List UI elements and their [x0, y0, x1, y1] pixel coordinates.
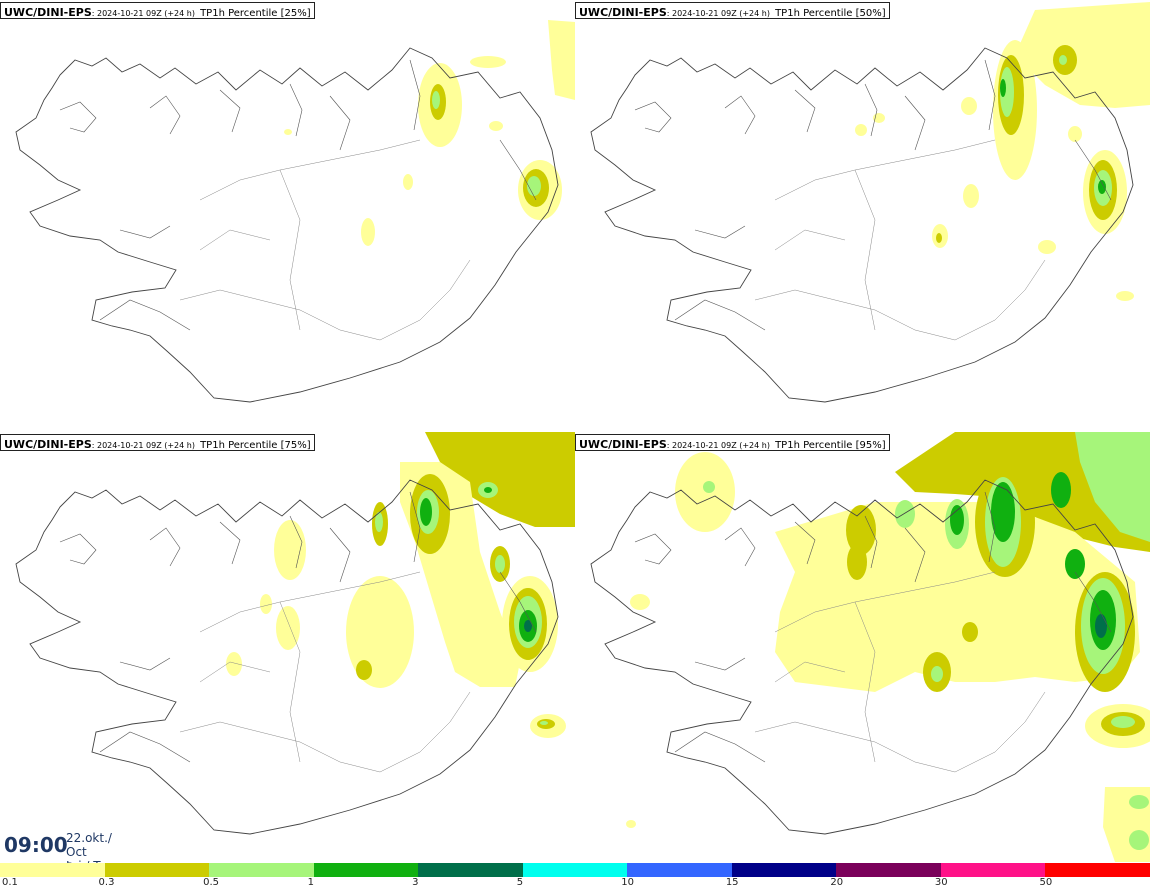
legend-swatch [1045, 863, 1150, 877]
run-info: : 2024-10-21 09Z (+24 h) [91, 9, 195, 18]
precip-areas [226, 432, 575, 738]
panel-title: UWC/DINI-EPS: 2024-10-21 09Z (+24 h) TP1… [575, 434, 890, 451]
map-panel-p75[interactable]: UWC/DINI-EPS: 2024-10-21 09Z (+24 h) TP1… [0, 432, 575, 862]
precip-areas [855, 2, 1150, 301]
panel-title: UWC/DINI-EPS: 2024-10-21 09Z (+24 h) TP1… [575, 2, 890, 19]
legend-swatch [209, 863, 314, 877]
legend-tick-label: 0.5 [203, 877, 219, 888]
parameter-name: TP1h Percentile [25%] [200, 8, 311, 19]
legend-tick-label: 1 [307, 877, 314, 888]
legend-swatch [104, 863, 210, 877]
model-name: UWC/DINI-EPS [579, 438, 667, 451]
legend-ticks: 0.1 0.3 0.5 1 3 5 10 15 20 30 50 [0, 877, 1150, 891]
legend-tick-label: 3 [412, 877, 419, 888]
model-name: UWC/DINI-EPS [579, 6, 667, 19]
valid-time: 09:00 22.okt./ Oct Þri./ Tue [0, 828, 135, 873]
legend-swatch [627, 863, 732, 877]
legend-swatch [313, 863, 419, 877]
legend-tick-label: 10 [621, 877, 634, 888]
legend-swatch [836, 863, 941, 877]
legend-tick-label: 50 [1039, 877, 1053, 888]
panel-title: UWC/DINI-EPS: 2024-10-21 09Z (+24 h) TP1… [0, 434, 315, 451]
parameter-name: TP1h Percentile [95%] [775, 440, 886, 451]
legend-tick-label: 20 [830, 877, 844, 888]
model-name: UWC/DINI-EPS [4, 6, 92, 19]
precip-map [15, 20, 575, 403]
parameter-name: TP1h Percentile [75%] [200, 440, 311, 451]
legend-tick-label: 15 [725, 877, 739, 888]
date-line-1: 22.okt./ Oct [66, 831, 112, 859]
precip-map [15, 432, 575, 835]
panel-title: UWC/DINI-EPS: 2024-10-21 09Z (+24 h) TP1… [0, 2, 315, 19]
color-legend [0, 863, 1150, 877]
legend-tick-label: 5 [516, 877, 524, 888]
parameter-name: TP1h Percentile [50%] [775, 8, 886, 19]
map-panel-p25[interactable]: UWC/DINI-EPS: 2024-10-21 09Z (+24 h) TP1… [0, 0, 575, 430]
legend-swatch [731, 863, 837, 877]
run-info: : 2024-10-21 09Z (+24 h) [666, 9, 770, 18]
run-info: : 2024-10-21 09Z (+24 h) [666, 441, 770, 450]
legend-tick-label: 30 [934, 877, 948, 888]
precip-areas [626, 432, 1150, 862]
legend-swatch [522, 863, 628, 877]
precip-map [590, 2, 1150, 403]
map-panel-p95[interactable]: UWC/DINI-EPS: 2024-10-21 09Z (+24 h) TP1… [575, 432, 1150, 862]
legend-swatch [0, 863, 105, 877]
map-panel-p50[interactable]: UWC/DINI-EPS: 2024-10-21 09Z (+24 h) TP1… [575, 0, 1150, 430]
precip-map [590, 432, 1150, 862]
legend-tick-label: 0.3 [98, 877, 115, 888]
legend-swatch [940, 863, 1046, 877]
legend-swatch [418, 863, 523, 877]
valid-hour: 09:00 [4, 833, 68, 857]
precip-areas [284, 20, 575, 246]
model-name: UWC/DINI-EPS [4, 438, 92, 451]
legend-tick-label: 0.1 [2, 877, 18, 888]
run-info: : 2024-10-21 09Z (+24 h) [91, 441, 195, 450]
